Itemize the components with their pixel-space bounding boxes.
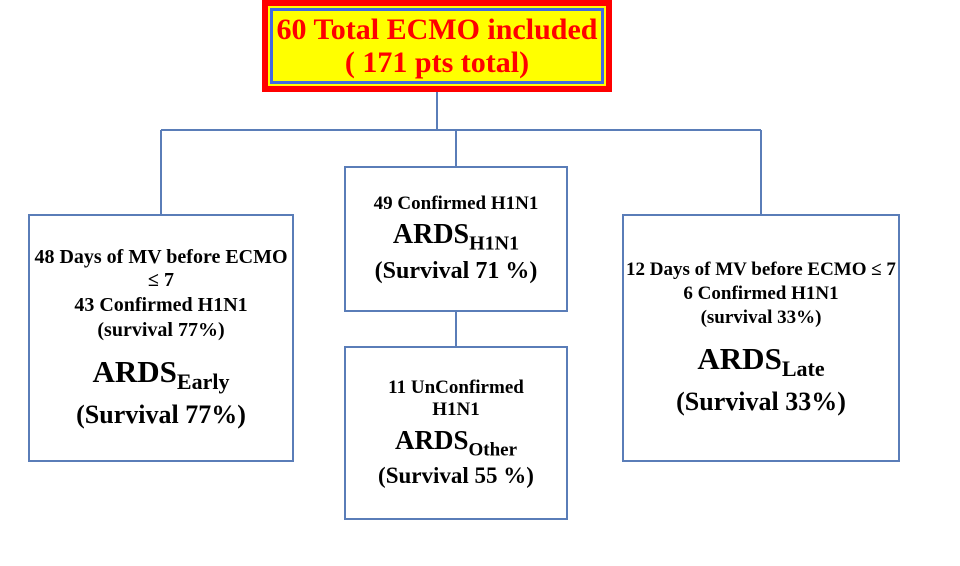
- ards-late-title: ARDSLate: [697, 343, 824, 380]
- ards-h1n1-pre1: 49 Confirmed H1N1: [374, 193, 539, 215]
- root-node-inner: 60 Total ECMO included ( 171 pts total): [270, 8, 604, 84]
- ards-other-node: 11 UnConfirmed H1N1 ARDSOther (Survival …: [344, 346, 568, 520]
- ards-late-main: ARDSLate (Survival 33%): [676, 343, 846, 416]
- ards-other-survival: (Survival 55 %): [378, 463, 534, 489]
- ards-other-sub: Other: [468, 439, 517, 460]
- ards-early-main-text: ARDS: [93, 354, 177, 389]
- ards-other-pre2: H1N1: [432, 399, 480, 421]
- ards-late-sub: Late: [782, 357, 825, 382]
- ards-other-pre1: 11 UnConfirmed: [388, 377, 524, 399]
- root-text: 60 Total ECMO included ( 171 pts total): [277, 13, 598, 79]
- root-line1: 60 Total ECMO included: [277, 13, 598, 46]
- ards-late-main-text: ARDS: [697, 341, 781, 376]
- ards-early-sub: Early: [177, 370, 230, 395]
- ards-late-survival: (Survival 33%): [676, 387, 846, 417]
- ards-late-pre3: (survival 33%): [701, 307, 822, 329]
- root-node: 60 Total ECMO included ( 171 pts total): [262, 0, 612, 92]
- ards-other-title: ARDSOther: [395, 427, 517, 459]
- ards-early-main: ARDSEarly (Survival 77%): [76, 356, 246, 429]
- ards-late-node: 12 Days of MV before ECMO ≤ 7 6 Confirme…: [622, 214, 900, 462]
- ards-early-pre2: 43 Confirmed H1N1: [74, 294, 247, 317]
- ards-early-node: 48 Days of MV before ECMO ≤ 7 43 Confirm…: [28, 214, 294, 462]
- ards-early-title: ARDSEarly: [93, 356, 230, 393]
- ards-h1n1-sub: H1N1: [469, 233, 519, 255]
- ards-h1n1-main-text: ARDS: [393, 219, 469, 250]
- ards-h1n1-survival: (Survival 71 %): [375, 258, 538, 285]
- ards-early-pre3: (survival 77%): [97, 319, 224, 342]
- ards-late-pre1: 12 Days of MV before ECMO ≤ 7: [626, 259, 896, 281]
- ards-early-pre1: 48 Days of MV before ECMO ≤ 7: [30, 246, 292, 292]
- ards-early-survival: (Survival 77%): [76, 400, 246, 430]
- ards-late-pre2: 6 Confirmed H1N1: [683, 283, 838, 305]
- diagram-canvas: 60 Total ECMO included ( 171 pts total) …: [0, 0, 960, 566]
- root-line2: ( 171 pts total): [345, 46, 529, 79]
- ards-h1n1-title: ARDSH1N1: [393, 221, 519, 254]
- ards-other-main-text: ARDS: [395, 425, 469, 455]
- ards-h1n1-node: 49 Confirmed H1N1 ARDSH1N1 (Survival 71 …: [344, 166, 568, 312]
